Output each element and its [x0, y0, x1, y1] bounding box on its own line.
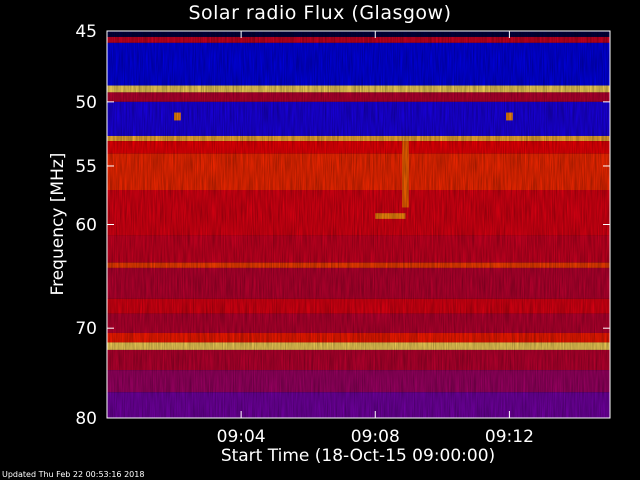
y-tick-label: 55 — [75, 157, 97, 177]
plot-area — [106, 30, 611, 419]
y-tick-label: 70 — [75, 319, 97, 339]
x-tick-label: 09:12 — [485, 427, 534, 447]
y-tick-label: 60 — [75, 216, 97, 236]
x-tick-label: 09:04 — [217, 427, 266, 447]
texture-overlay — [107, 31, 610, 418]
y-tick-label: 50 — [75, 93, 97, 113]
y-axis: 45 50 55 60 70 80 — [75, 22, 610, 429]
x-axis-label: Start Time (18-Oct-15 09:00:00) — [221, 446, 495, 466]
chart-title: Solar radio Flux (Glasgow) — [188, 2, 452, 24]
updated-timestamp: Updated Thu Feb 22 00:53:16 2018 — [2, 470, 145, 479]
x-axis: 09:04 09:08 09:12 — [217, 31, 534, 447]
x-tick-label: 09:08 — [351, 427, 400, 447]
y-axis-label: Frequency [MHz] — [48, 153, 68, 296]
y-tick-label: 45 — [75, 22, 97, 42]
y-tick-label: 80 — [75, 409, 97, 429]
